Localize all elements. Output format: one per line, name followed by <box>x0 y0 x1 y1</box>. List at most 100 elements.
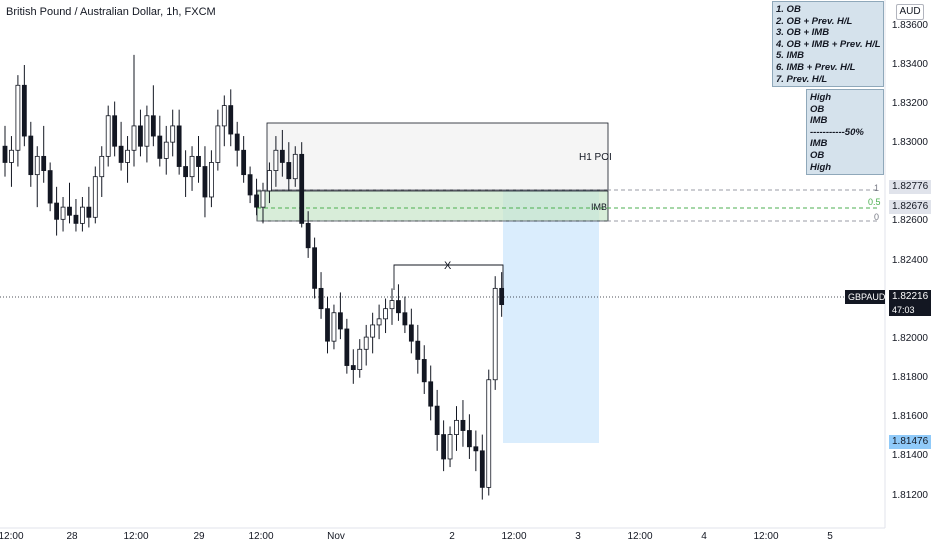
imb-zone[interactable] <box>256 190 609 222</box>
note-line: High <box>810 92 832 103</box>
x-tick-label: 12:00 <box>627 531 653 542</box>
target-zone <box>503 188 599 443</box>
candle-body <box>144 115 150 147</box>
candle-body <box>47 170 53 204</box>
candle-body <box>408 324 414 342</box>
candle-body <box>421 359 427 383</box>
candle-body <box>318 287 324 310</box>
y-tick-label: 1.82600 <box>891 215 928 226</box>
candle-body <box>363 336 369 350</box>
candle-body <box>434 405 440 435</box>
note-box[interactable]: High OB IMB -----------50% IMB OB High <box>806 89 884 175</box>
note-line: -----------50% <box>810 126 864 138</box>
chart-title: British Pound / Australian Dollar, 1h, F… <box>6 6 216 18</box>
y-tick-label: 1.83400 <box>891 59 928 70</box>
y-tick-label: 1.83200 <box>891 98 928 109</box>
legend-item: 6. IMB + Prev. H/L <box>776 61 856 73</box>
candle-body <box>350 365 356 370</box>
y-tick-label: 1.83600 <box>891 20 928 31</box>
y-tick-label: 1.81600 <box>891 411 928 422</box>
candle-body <box>454 419 459 435</box>
note-line: OB <box>810 103 825 115</box>
candle-body <box>157 135 163 159</box>
candle-body <box>486 379 492 488</box>
fib-top-price-tag: 1.82776 <box>889 180 931 194</box>
candle-body <box>428 381 434 407</box>
candle-body <box>460 419 466 431</box>
candle-body <box>441 434 447 460</box>
candle-body <box>299 153 305 224</box>
legend-box[interactable]: 1. OB 2. OB + Prev. H/L 3. OB + IMB 4. O… <box>772 1 884 87</box>
x-tick-label: 28 <box>66 531 78 542</box>
candle-body <box>99 155 105 178</box>
candle-body <box>21 84 27 137</box>
x-tick-label: 29 <box>193 531 205 542</box>
candle-body <box>241 149 247 176</box>
x-bracket[interactable] <box>393 264 504 297</box>
candle-body <box>286 162 292 180</box>
h1-poi-label: H1 POI <box>579 152 612 163</box>
candle-body <box>370 324 376 338</box>
y-tick-label: 1.82400 <box>891 255 928 266</box>
candle-body <box>396 300 401 314</box>
candles <box>2 54 505 500</box>
candle-body <box>125 149 130 163</box>
candle-body <box>131 125 137 151</box>
x-tick-label: 5 <box>827 531 833 542</box>
candle-body <box>215 125 221 163</box>
candle-body <box>305 222 311 249</box>
note-line: OB <box>810 149 825 161</box>
candle-body <box>473 446 479 452</box>
candle-body <box>254 194 259 208</box>
x-tick-label: 4 <box>701 531 707 542</box>
candle-body <box>138 125 143 147</box>
candle-body <box>176 125 182 167</box>
candle-body <box>189 155 195 178</box>
candle-body <box>15 84 21 151</box>
y-tick-label: 1.83000 <box>891 137 928 148</box>
candle-body <box>344 328 350 366</box>
h1-poi-zone[interactable] <box>266 122 609 191</box>
y-tick-label: 1.81400 <box>891 450 928 461</box>
candle-body <box>73 214 79 224</box>
candle-body <box>234 133 240 151</box>
fib-0-label: 0 <box>874 212 880 222</box>
x-tick-label: 2 <box>449 531 455 542</box>
candle-body <box>196 155 201 167</box>
x-tick-label: 12:00 <box>501 531 527 542</box>
candle-body <box>170 125 176 143</box>
countdown-tag: 47:03 <box>889 304 931 316</box>
fib-05-label: 0.5 <box>868 197 881 207</box>
note-line: IMB <box>810 138 828 150</box>
currency-button[interactable]: AUD <box>896 4 924 20</box>
candle-body <box>80 206 85 224</box>
legend-item: 3. OB + IMB <box>776 27 830 39</box>
candle-body <box>260 190 266 208</box>
legend-item: 4. OB + IMB + Prev. H/L <box>776 38 881 50</box>
candle-body <box>41 155 47 171</box>
note-line: IMB <box>810 115 828 127</box>
candle-body <box>228 105 234 135</box>
legend-item: 2. OB + Prev. H/L <box>776 15 853 27</box>
candle-body <box>34 155 40 176</box>
candle-body <box>118 145 124 163</box>
y-tick-label: 1.82000 <box>891 333 928 344</box>
candle-body <box>202 166 208 198</box>
note-line: High <box>810 161 832 173</box>
candle-body <box>221 105 227 127</box>
candle-body <box>357 348 363 370</box>
fib-1-label: 1 <box>874 183 880 193</box>
legend-item: 5. IMB <box>776 50 804 62</box>
candle-body <box>383 308 388 320</box>
fib-mid-price-tag: 1.82676 <box>889 200 931 214</box>
target-price-tag: 1.81476 <box>889 435 931 449</box>
candle-body <box>86 206 92 218</box>
x-tick-label: 3 <box>575 531 581 542</box>
candle-body <box>163 141 169 159</box>
candle-body <box>415 340 421 360</box>
current-price-tag: 1.82216 <box>889 290 931 304</box>
candle-body <box>331 312 337 342</box>
candle-body <box>312 247 318 289</box>
candle-body <box>9 149 14 163</box>
